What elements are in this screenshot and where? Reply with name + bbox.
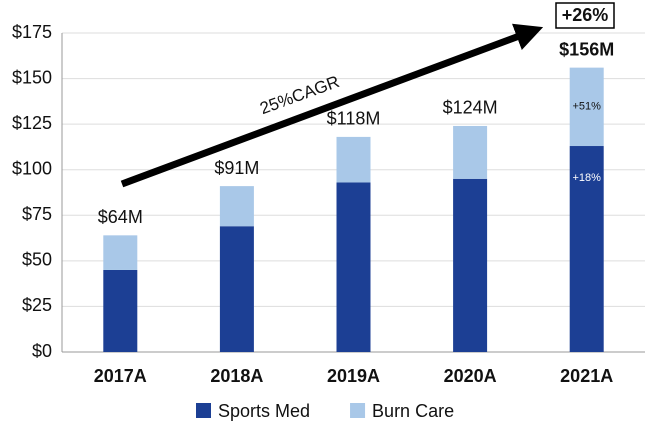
total-label: $64M [98,207,143,227]
cagr-arrow [120,23,544,188]
legend-swatch [196,403,211,418]
x-tick-label: 2020A [444,366,497,386]
legend-label: Burn Care [372,401,454,421]
total-label: $91M [214,158,259,178]
bar-segment [219,186,254,227]
y-tick-label: $75 [22,204,52,224]
y-tick-label: $25 [22,295,52,315]
x-tick-label: 2021A [560,366,613,386]
legend-label: Sports Med [218,401,310,421]
legend-swatch [350,403,366,418]
x-tick-label: 2019A [327,366,380,386]
y-tick-label: $125 [12,113,52,133]
bar-segment [336,136,371,183]
y-tick-label: $50 [22,250,52,270]
total-label: $118M [327,109,381,129]
segment-annotation: +18% [572,172,601,184]
bar-segment [103,235,138,270]
growth-label: +26% [562,5,609,25]
y-tick-label: $100 [12,158,52,178]
bar-segment [336,182,371,352]
x-tick-label: 2017A [94,366,147,386]
bar-segment [453,178,488,352]
y-tick-label: $175 [12,22,52,42]
bar-segment [569,146,604,352]
bar-segment [453,125,488,179]
growth-box [555,2,615,29]
y-tick-label: $0 [32,341,52,361]
y-tick-label: $150 [12,67,52,87]
bar-segment [219,226,254,352]
total-label: $124M [443,98,498,118]
bar-segment [103,269,138,352]
bar-segment [569,67,604,147]
x-tick-label: 2018A [210,366,263,386]
segment-annotation: +51% [572,101,601,113]
total-label: $156M [559,39,614,59]
